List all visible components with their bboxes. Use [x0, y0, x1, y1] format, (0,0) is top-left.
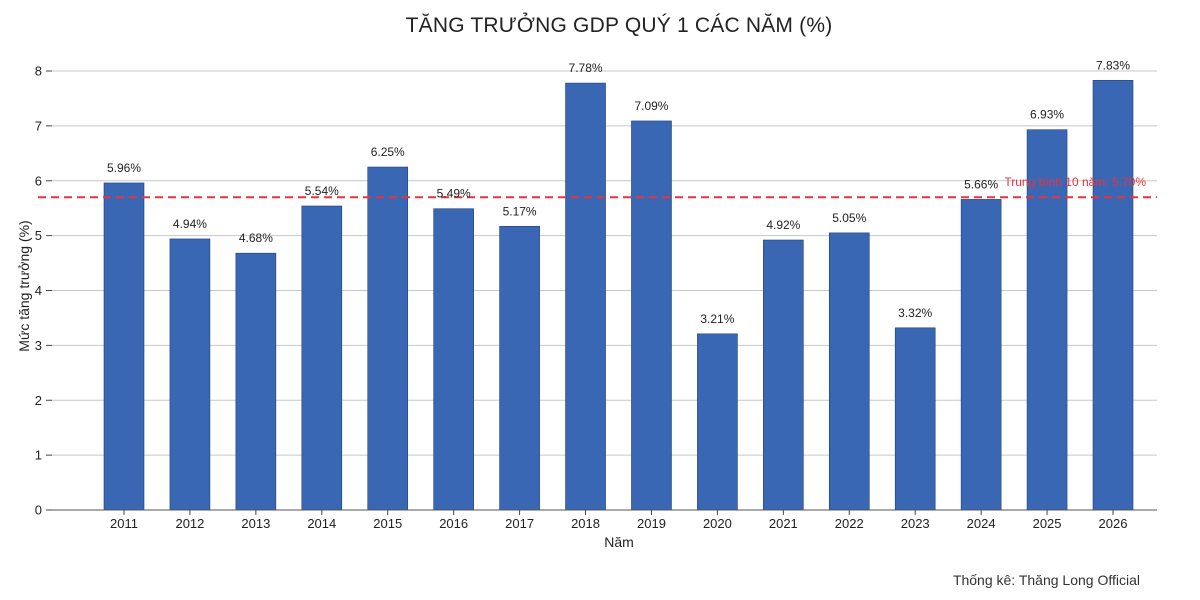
- x-tick-label: 2023: [901, 516, 930, 531]
- x-tick-label: 2018: [571, 516, 600, 531]
- y-tick-label: 5: [35, 228, 42, 243]
- bar: [235, 252, 277, 511]
- x-tick-label: 2017: [505, 516, 534, 531]
- bar-data-label: 7.83%: [1096, 58, 1130, 72]
- y-tick-label: 7: [35, 118, 42, 133]
- bar-data-label: 5.05%: [832, 211, 866, 225]
- bar-data-label: 3.21%: [700, 312, 734, 326]
- bar-data-label: 3.32%: [898, 306, 932, 320]
- bar-data-label: 5.49%: [437, 187, 471, 201]
- bars: [103, 80, 1134, 511]
- bar-data-label: 5.17%: [503, 204, 537, 218]
- x-tick-label: 2011: [110, 516, 138, 531]
- bar: [631, 120, 672, 511]
- x-tick-label: 2019: [637, 516, 666, 531]
- x-tick-label: 2025: [1033, 516, 1062, 531]
- bar: [697, 333, 738, 511]
- bar-data-label: 7.78%: [569, 61, 603, 75]
- bar: [565, 82, 606, 511]
- bar: [499, 225, 540, 511]
- bar-data-label: 4.92%: [766, 218, 800, 232]
- bar: [301, 205, 343, 511]
- chart-title: TĂNG TRƯỞNG GDP QUÝ 1 CÁC NĂM (%): [405, 14, 833, 37]
- y-tick-label: 0: [35, 503, 42, 518]
- bar-data-label: 5.66%: [964, 177, 998, 191]
- bar-data-label: 4.68%: [239, 231, 273, 245]
- x-tick-label: 2013: [241, 516, 270, 531]
- bar-data-label: 5.96%: [107, 161, 141, 175]
- axes: 0 1 2 3 4 5 6 7 8 2011 2012 2013 2014 2015 2016 2017 201…: [35, 64, 1157, 531]
- bar-data-label: 6.93%: [1030, 108, 1064, 122]
- bar: [103, 182, 145, 511]
- x-tick-label: 2015: [373, 516, 402, 531]
- x-tick-label: 2021: [769, 516, 798, 531]
- bar-data-label: 5.54%: [305, 184, 339, 198]
- bar: [1092, 80, 1134, 511]
- bar: [960, 199, 1002, 511]
- bar: [828, 232, 870, 511]
- y-axis-title: Mức tăng trưởng (%): [16, 220, 32, 351]
- data-labels: 5.96% 4.94% 4.68% 5.54% 6.25% 5.49% 5.17% 7.78%…: [107, 58, 1130, 326]
- bar: [433, 208, 474, 511]
- bar: [367, 166, 409, 511]
- y-tick-label: 4: [35, 283, 42, 298]
- x-axis-title: Năm: [604, 534, 634, 550]
- average-line-label: Trung bình 10 năm: 5.70%: [1004, 175, 1146, 189]
- bar: [763, 239, 804, 511]
- y-tick-label: 2: [35, 393, 42, 408]
- bar: [169, 238, 211, 511]
- y-tick-label: 8: [35, 64, 42, 79]
- x-tick-label: 2016: [439, 516, 468, 531]
- y-tick-label: 3: [35, 338, 42, 353]
- x-tick-label: 2012: [175, 516, 204, 531]
- average-line-group: Trung bình 10 năm: 5.70%: [38, 175, 1157, 199]
- x-tick-label: 2022: [835, 516, 864, 531]
- bar-data-label: 6.25%: [371, 145, 405, 159]
- bar: [894, 327, 936, 511]
- x-tick-label: 2014: [307, 516, 336, 531]
- x-tick-label: 2026: [1099, 516, 1128, 531]
- bar-data-label: 4.94%: [173, 217, 207, 231]
- x-tick-label: 2024: [967, 516, 996, 531]
- y-tick-label: 1: [35, 448, 42, 463]
- x-tick-label: 2020: [703, 516, 732, 531]
- source-credit: Thống kê: Thăng Long Official: [952, 572, 1140, 588]
- bar-data-label: 7.09%: [634, 99, 668, 113]
- y-tick-label: 6: [35, 173, 42, 188]
